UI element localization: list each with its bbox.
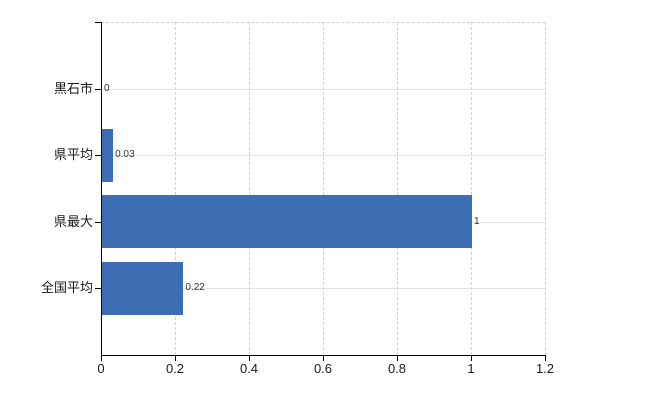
x-tick-label: 1.2 [535, 361, 555, 376]
value-label: 0 [104, 83, 110, 94]
bar [102, 195, 472, 248]
vertical-gridline [471, 22, 472, 355]
vertical-gridline [545, 22, 546, 355]
vertical-gridline [323, 22, 324, 355]
y-axis-tick [95, 22, 101, 23]
x-axis-tick [323, 356, 324, 361]
x-axis-line [101, 355, 546, 356]
x-axis-tick [397, 356, 398, 361]
category-label: 県平均 [53, 147, 93, 162]
y-axis-tick [95, 155, 101, 156]
x-tick-label: 0.4 [239, 361, 259, 376]
y-axis-tick [95, 89, 101, 90]
x-axis-tick [471, 356, 472, 361]
category-label: 全国平均 [40, 280, 93, 295]
category-gridline [101, 288, 545, 289]
vertical-gridline [397, 22, 398, 355]
y-axis-line [101, 22, 102, 356]
vertical-gridline [249, 22, 250, 355]
x-tick-label: 1 [467, 361, 475, 376]
bar [102, 129, 113, 182]
bar [102, 262, 183, 315]
vertical-gridline [175, 22, 176, 355]
x-axis-tick [175, 356, 176, 361]
y-axis-tick [95, 222, 101, 223]
x-axis-tick [545, 356, 546, 361]
x-axis-tick [249, 356, 250, 361]
category-label: 県最大 [53, 214, 93, 229]
value-label: 1 [474, 216, 480, 227]
x-axis-tick [101, 356, 102, 361]
x-tick-label: 0.6 [313, 361, 333, 376]
category-gridline [101, 155, 545, 156]
x-tick-label: 0.2 [165, 361, 185, 376]
category-gridline [101, 89, 545, 90]
value-label: 0.03 [115, 149, 135, 160]
category-label: 黒石市 [53, 81, 93, 96]
x-tick-label: 0.8 [387, 361, 407, 376]
value-label: 0.22 [185, 282, 205, 293]
x-tick-label: 0 [97, 361, 105, 376]
y-axis-tick [95, 288, 101, 289]
